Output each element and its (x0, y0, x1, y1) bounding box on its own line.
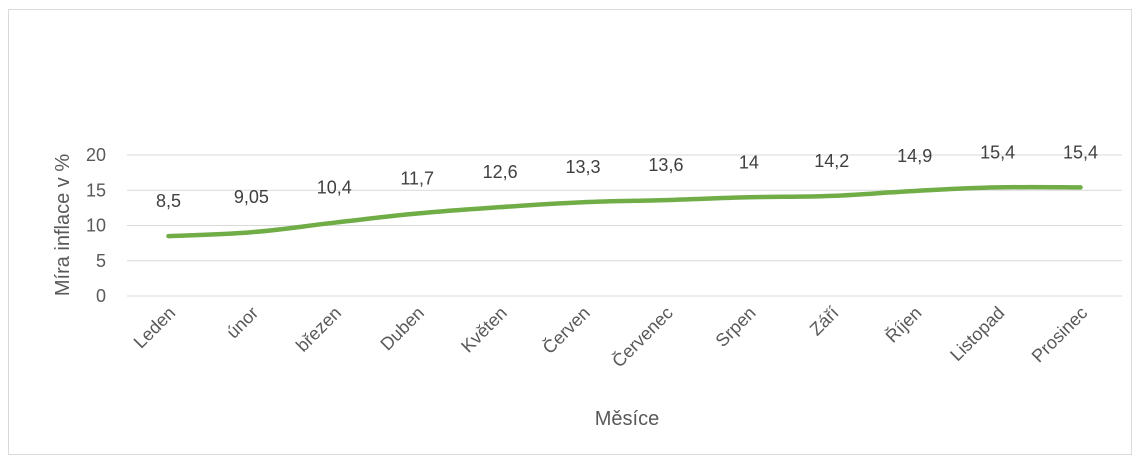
y-axis-title: Míra inflace v % (52, 154, 74, 296)
series-line (166, 184, 1083, 239)
chart-frame (8, 9, 1132, 455)
data-label: 14,2 (814, 151, 849, 171)
y-tick-label: 5 (96, 251, 106, 271)
data-label: 12,6 (483, 162, 518, 182)
data-label: 14 (739, 152, 759, 172)
x-tick-label: únor (223, 303, 263, 343)
data-label: 15,4 (1063, 142, 1098, 162)
x-tick-label: Květen (457, 303, 511, 357)
x-tick-label: Listopad (946, 303, 1008, 365)
x-tick-label: Srpen (712, 303, 760, 351)
data-label: 14,9 (897, 146, 932, 166)
y-tick-label: 0 (96, 286, 106, 306)
data-label: 8,5 (156, 191, 181, 211)
data-labels: 8,5 9,05 10,4 11,7 12,6 13,3 13,6 14 14,2 14,9 15,… (156, 142, 1098, 211)
x-tick-label: Říjen (882, 303, 926, 347)
y-axis-ticks: 0 5 10 15 20 (86, 145, 106, 306)
y-tick-label: 20 (86, 145, 106, 165)
gridlines (127, 154, 1122, 297)
x-tick-label: Září (806, 303, 843, 340)
x-tick-label: Červenec (607, 302, 676, 371)
data-label: 13,6 (648, 155, 683, 175)
x-tick-label: březen (292, 303, 345, 356)
y-tick-label: 10 (86, 216, 106, 236)
data-label: 15,4 (980, 142, 1015, 162)
data-label: 13,3 (566, 157, 601, 177)
data-label: 9,05 (234, 187, 269, 207)
x-tick-label: Červen (538, 302, 594, 358)
data-label: 10,4 (317, 178, 352, 198)
x-axis-title: Měsíce (595, 408, 659, 430)
x-axis-ticks: Leden únor březen Duben Květen Červen Červenec… (130, 302, 1092, 371)
x-tick-label: Leden (130, 303, 180, 353)
x-tick-label: Prosinec (1028, 303, 1092, 367)
y-tick-label: 15 (86, 180, 106, 200)
x-tick-label: Duben (376, 303, 428, 355)
data-label: 11,7 (400, 169, 434, 189)
